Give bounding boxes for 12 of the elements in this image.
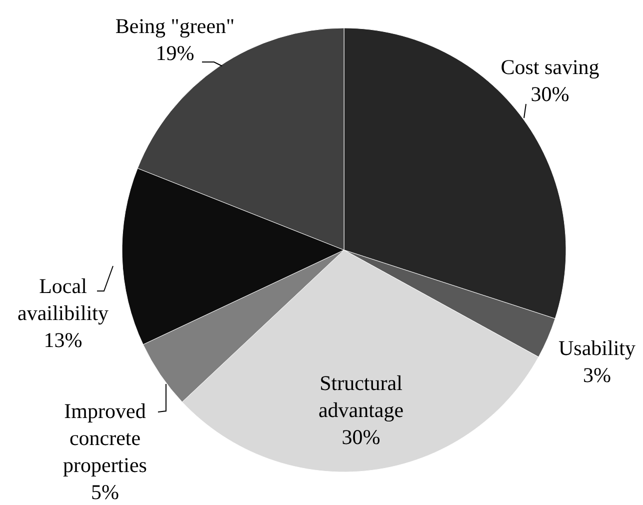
data-label: 19% bbox=[156, 41, 194, 65]
slice-label: Cost saving bbox=[500, 55, 600, 79]
slice-label: Being "green" bbox=[115, 14, 235, 38]
data-label: 3% bbox=[583, 363, 611, 387]
data-label: 30% bbox=[530, 82, 570, 106]
slice-label: Usability bbox=[558, 336, 636, 360]
slice-label: Improved concrete properties bbox=[63, 399, 147, 477]
slice-label: Local availibility bbox=[18, 274, 109, 325]
data-label: 30% bbox=[342, 425, 380, 449]
data-label: 13% bbox=[44, 328, 82, 352]
data-label: 5% bbox=[91, 480, 119, 504]
slice-label: Structural advantage bbox=[318, 371, 404, 422]
